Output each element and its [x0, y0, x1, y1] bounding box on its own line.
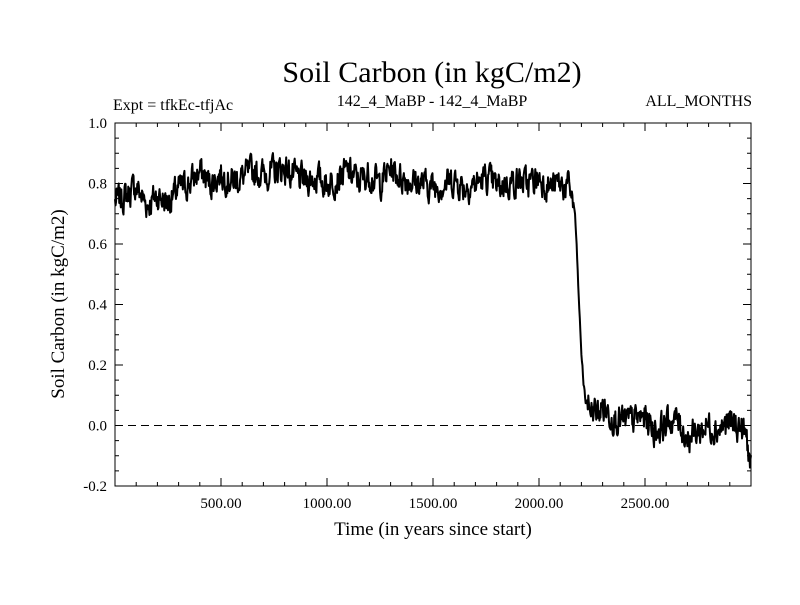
y-tick-label: 1.0 — [88, 116, 107, 132]
experiment-label: Expt = tfkEc-tfjAc — [113, 97, 233, 114]
x-axis-label: Time (in years since start) — [334, 519, 532, 540]
x-tick-label: 2000.00 — [515, 496, 564, 512]
plot-frame — [114, 122, 752, 487]
x-tick-label: 1500.00 — [409, 496, 458, 512]
months-label: ALL_MONTHS — [645, 93, 752, 110]
y-tick-label: 0.2 — [88, 358, 107, 374]
y-axis-label: Soil Carbon (in kgC/m2) — [48, 209, 69, 398]
x-tick-label: 2500.00 — [621, 496, 670, 512]
y-tick-label: 0.0 — [88, 419, 107, 435]
x-tick-label: 1000.00 — [303, 496, 352, 512]
soil-carbon-line — [114, 152, 752, 469]
period-label: 142_4_MaBP - 142_4_MaBP — [337, 93, 528, 110]
y-tick-label: 0.6 — [88, 237, 107, 253]
y-tick-label: -0.2 — [83, 479, 107, 495]
y-tick-label: 0.8 — [88, 177, 107, 193]
ticks-layer: 500.00 1000.00 1500.00 2000.00 2500.00 -0.2 0.… — [83, 116, 751, 512]
x-tick-label: 500.00 — [200, 496, 241, 512]
chart-title: Soil Carbon (in kgC/m2) — [282, 56, 581, 89]
y-tick-label: 0.4 — [88, 298, 107, 314]
data-layer — [114, 152, 752, 469]
